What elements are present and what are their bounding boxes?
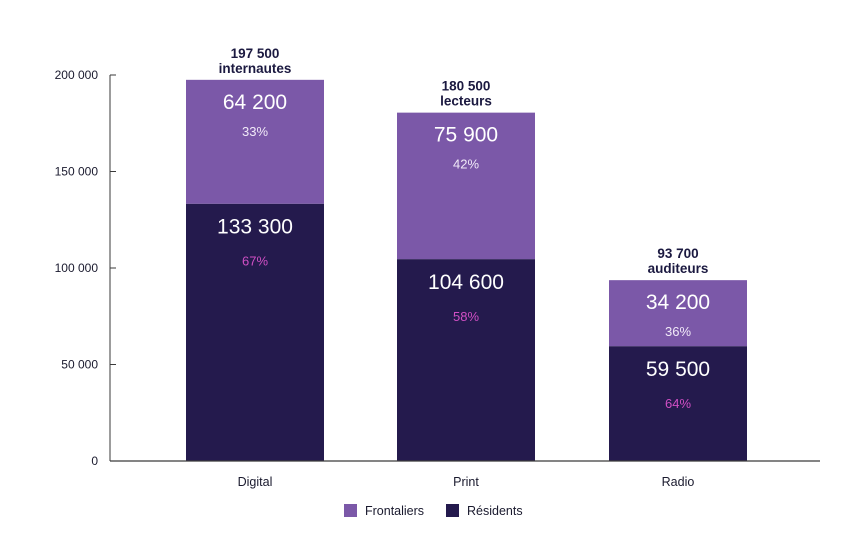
total-unit-label: auditeurs [648, 261, 709, 276]
legend-swatch [344, 504, 357, 517]
y-tick-label: 0 [91, 454, 98, 468]
x-category-label: Digital [238, 475, 273, 489]
y-tick-label: 200 000 [55, 68, 99, 82]
y-tick-label: 150 000 [55, 165, 99, 179]
value-label-frontaliers: 75 900 [434, 124, 498, 147]
bar-residents [609, 346, 747, 461]
percent-label-frontaliers: 36% [665, 324, 691, 339]
y-tick-label: 50 000 [61, 358, 98, 372]
percent-label-residents: 58% [453, 309, 479, 324]
percent-label-residents: 64% [665, 396, 691, 411]
total-unit-label: lecteurs [440, 94, 492, 109]
legend: Frontaliers Résidents [344, 504, 523, 518]
bar-frontaliers [397, 112, 535, 260]
legend-swatch [446, 504, 459, 517]
x-axis: Digital Print Radio [110, 460, 820, 489]
value-label-frontaliers: 34 200 [646, 291, 710, 314]
total-value-label: 197 500 [231, 46, 280, 61]
total-unit-label: internautes [219, 61, 292, 76]
value-label-residents: 104 600 [428, 271, 504, 294]
value-label-residents: 133 300 [217, 216, 293, 239]
bar-frontaliers [609, 280, 747, 347]
total-value-label: 93 700 [657, 246, 698, 261]
value-label-residents: 59 500 [646, 358, 710, 381]
percent-label-frontaliers: 42% [453, 157, 479, 172]
total-value-label: 180 500 [442, 79, 491, 94]
legend-item: Résidents [446, 504, 523, 518]
bar-frontaliers [186, 79, 324, 204]
legend-item: Frontaliers [344, 504, 424, 518]
y-tick-label: 100 000 [55, 261, 99, 275]
x-category-label: Radio [662, 475, 695, 489]
y-axis: 0 50 000 100 000 150 000 200 000 [55, 68, 116, 468]
x-category-label: Print [453, 475, 479, 489]
percent-label-frontaliers: 33% [242, 124, 268, 139]
value-label-frontaliers: 64 200 [223, 91, 287, 114]
bar-residents [397, 259, 535, 461]
legend-label: Frontaliers [365, 504, 424, 518]
percent-label-residents: 67% [242, 254, 268, 269]
legend-label: Résidents [467, 504, 523, 518]
bar-residents [186, 203, 324, 461]
